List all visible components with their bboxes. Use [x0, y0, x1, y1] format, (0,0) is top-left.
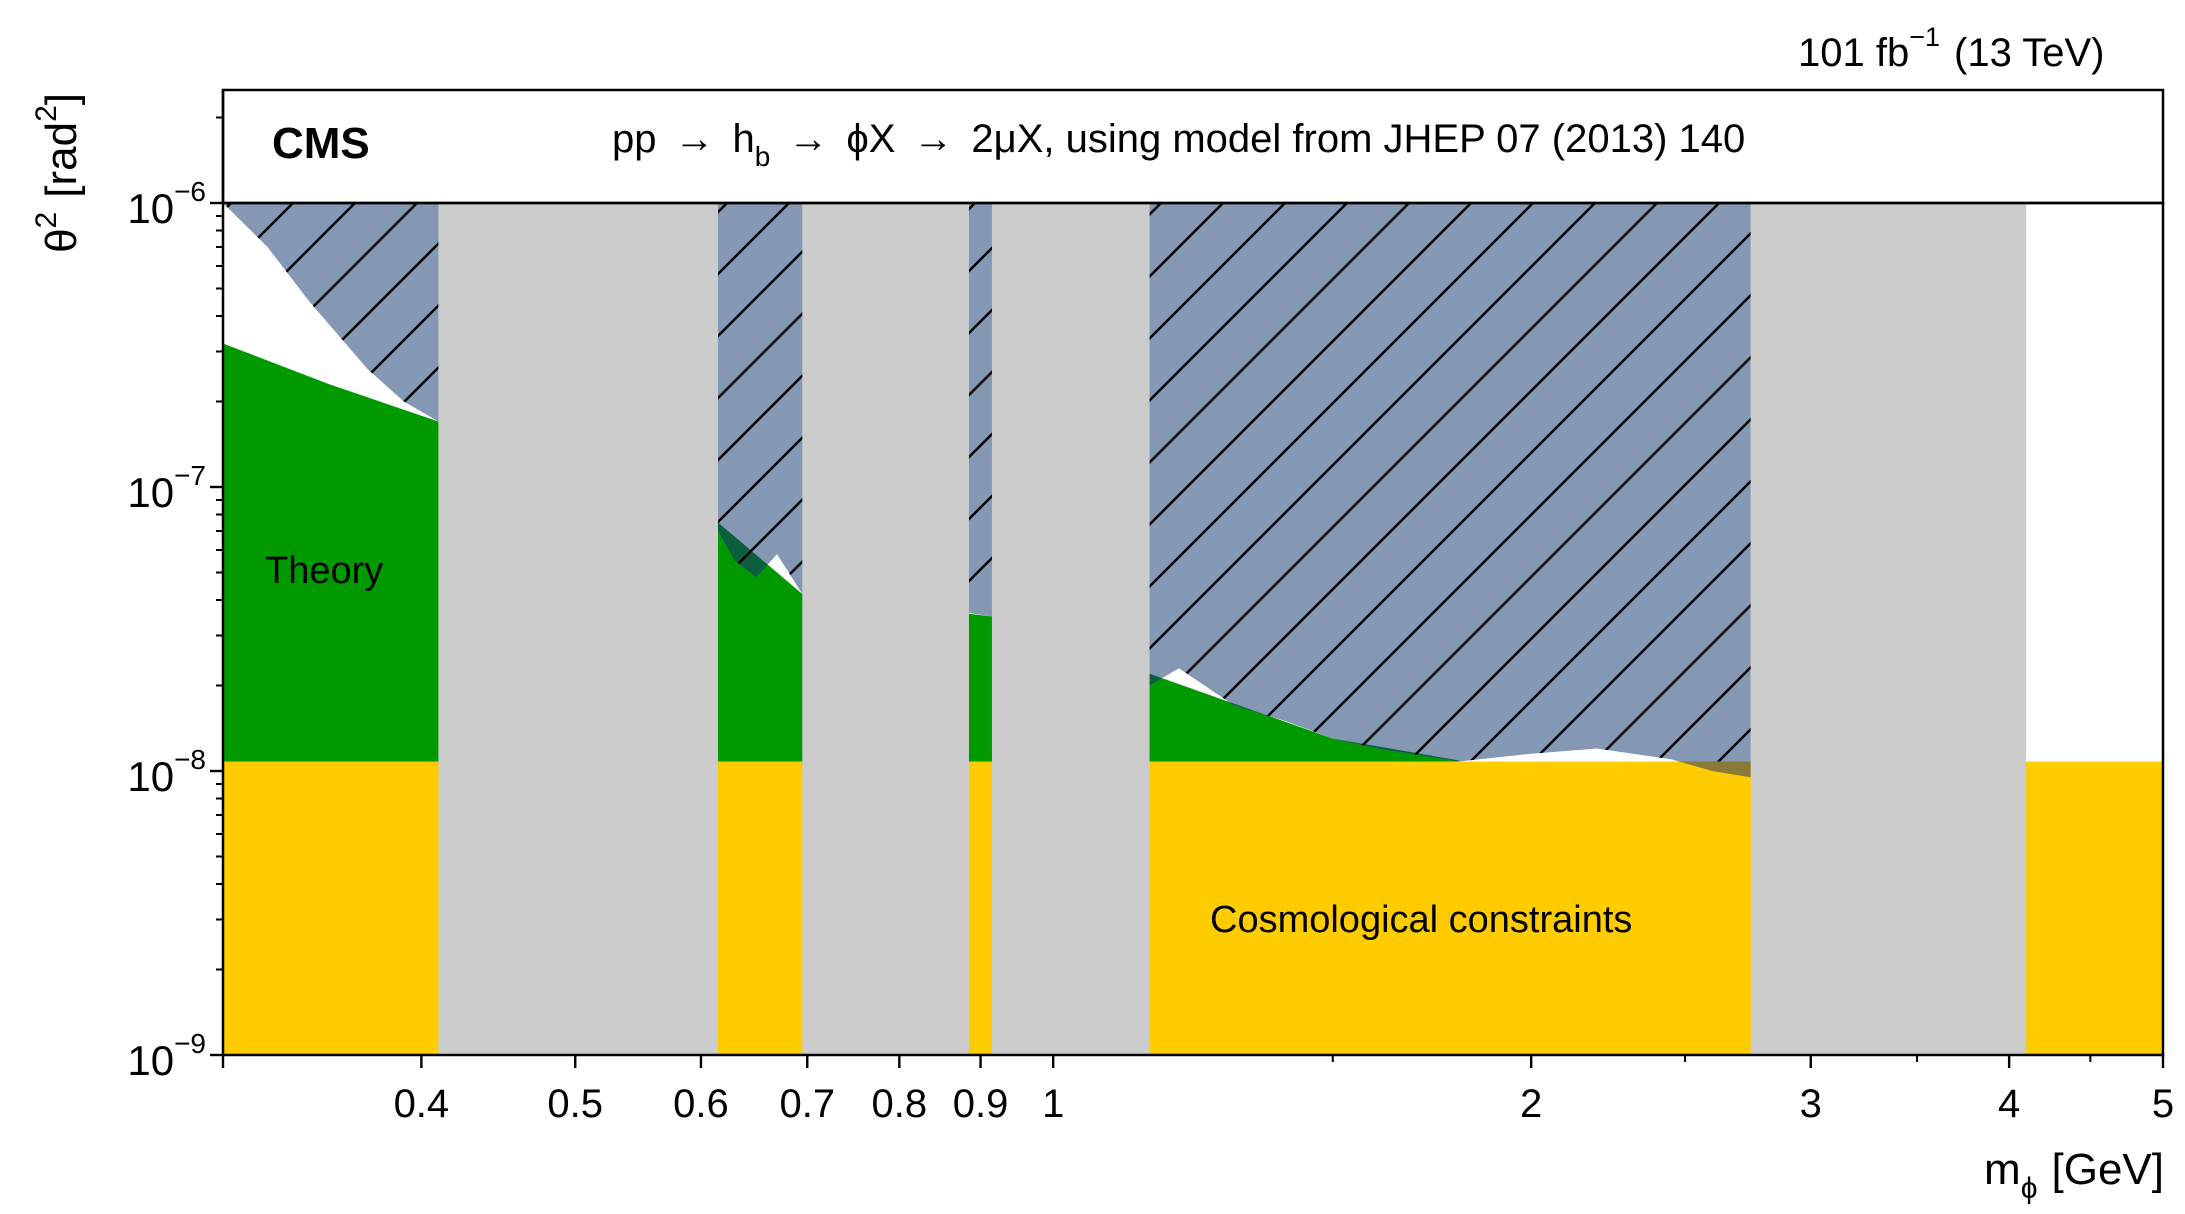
- arrow-1: →: [675, 117, 715, 161]
- y-tick-labels: 10−610−710−810−9: [127, 176, 206, 1084]
- y-tick-base: 10: [127, 1037, 174, 1084]
- process-final: 2μX, using model from JHEP 07 (2013) 140: [971, 117, 1745, 161]
- y-axis-label: θ2[rad2]: [30, 93, 86, 253]
- plot-layers: [223, 203, 2163, 1055]
- y-tick-label: 10−8: [127, 744, 206, 800]
- x-axis-label: mϕ [GeV]: [1984, 1145, 2164, 1205]
- y-tick-base: 10: [127, 185, 174, 232]
- x-tick-label: 0.5: [547, 1082, 603, 1126]
- x-tick-label: 4: [1998, 1082, 2020, 1126]
- y-axis-unit-close: ]: [37, 93, 86, 105]
- x-tick-label: 2: [1520, 1082, 1542, 1126]
- experiment-label: CMS: [272, 119, 370, 168]
- y-tick-exp: −6: [174, 176, 206, 207]
- x-tick-label: 5: [2152, 1082, 2174, 1126]
- cosmo-excluded-overlap: [1458, 761, 1751, 778]
- process-h: h: [733, 117, 755, 161]
- x-tick-label: 1: [1042, 1082, 1064, 1126]
- veto-region-1: [438, 203, 718, 1055]
- y-axis-base: θ: [37, 228, 86, 252]
- lumi-energy: (13 TeV): [1954, 31, 2104, 75]
- y-axis-sup: 2: [30, 212, 63, 229]
- y-tick-label: 10−7: [127, 460, 206, 516]
- arrow-3: →: [913, 117, 953, 161]
- y-tick-base: 10: [127, 753, 174, 800]
- process-pp: pp: [612, 117, 657, 161]
- x-tick-label: 0.8: [872, 1082, 928, 1126]
- axes-frame: [221, 201, 2165, 1057]
- y-tick-exp: −9: [174, 1028, 206, 1059]
- veto-region-2: [802, 203, 969, 1055]
- lumi-exponent: −1: [1909, 22, 1940, 52]
- x-axis-base: m: [1984, 1145, 2021, 1194]
- x-axis-sub: ϕ: [2021, 1172, 2038, 1205]
- y-tick-base: 10: [127, 469, 174, 516]
- lumi-value: 101 fb: [1798, 31, 1909, 75]
- veto-region-4: [1750, 203, 2027, 1055]
- cosmological-annotation: Cosmological constraints: [1210, 899, 1632, 941]
- theory-annotation: Theory: [265, 550, 383, 592]
- axis-ticks: [210, 90, 2165, 1068]
- x-axis-unit: [GeV]: [2052, 1145, 2165, 1194]
- x-tick-label: 0.7: [779, 1082, 835, 1126]
- veto-region-3: [991, 203, 1150, 1055]
- header-box: [221, 88, 2165, 205]
- x-tick-label: 0.6: [673, 1082, 729, 1126]
- process-h-sub: b: [755, 141, 771, 172]
- x-tick-label: 0.9: [953, 1082, 1009, 1126]
- arrow-2: →: [788, 117, 828, 161]
- y-tick-exp: −8: [174, 744, 206, 775]
- y-tick-exp: −7: [174, 460, 206, 491]
- x-tick-labels: 0.4 0.5 0.6 0.7 0.8 0.9 1 2 3 4 5: [394, 1082, 2175, 1126]
- y-axis-unit: [rad: [37, 122, 86, 198]
- process-phix: ϕX: [846, 117, 895, 161]
- y-tick-label: 10−9: [127, 1028, 206, 1084]
- process-label: pp → hb → ϕX → 2μX, using model from JHEP 07 (…: [612, 117, 1745, 172]
- x-tick-label: 3: [1800, 1082, 1822, 1126]
- y-axis-unit-sup: 2: [30, 105, 63, 122]
- luminosity-label: 101 fb−1 (13 TeV): [1798, 22, 2104, 75]
- y-tick-label: 10−6: [127, 176, 206, 232]
- x-tick-label: 0.4: [394, 1082, 450, 1126]
